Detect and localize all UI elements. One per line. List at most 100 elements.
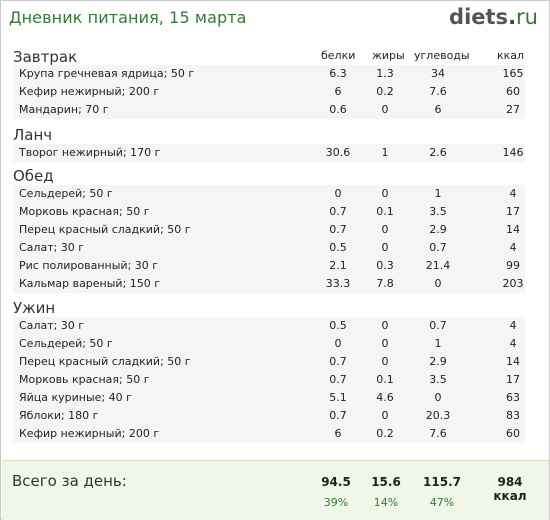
food-row: Крупа гречневая ядрица; 50 г 6.3 1.3 34 165	[13, 65, 525, 83]
food-fat: 0.1	[376, 373, 394, 386]
food-fat: 1.3	[376, 67, 394, 80]
food-protein: 2.1	[329, 259, 347, 272]
food-protein: 0.7	[329, 355, 347, 368]
food-carbs: 21.4	[425, 259, 451, 272]
food-fat: 7.8	[376, 277, 394, 290]
food-kcal: 99	[506, 259, 520, 272]
food-name: Кефир нежирный; 200 г	[19, 427, 160, 440]
food-carbs: 34	[431, 67, 445, 80]
food-carbs: 1	[434, 187, 442, 200]
fat-percent: 14%	[373, 496, 399, 509]
food-protein: 6.3	[329, 67, 347, 80]
food-kcal: 14	[506, 355, 520, 368]
food-row: Творог нежирный; 170 г 30.6 1 2.6 146	[13, 144, 525, 162]
food-name: Яблоки; 180 г	[19, 409, 99, 422]
food-fat: 0	[381, 337, 389, 350]
food-row: Салат; 30 г 0.5 0 0.7 4	[13, 317, 525, 335]
meal-title: Обед	[13, 167, 54, 185]
food-row: Морковь красная; 50 г 0.7 0.1 3.5 17	[13, 203, 525, 221]
food-row: Кальмар вареный; 150 г 33.3 7.8 0 203	[13, 275, 525, 293]
food-kcal: 4	[509, 187, 517, 200]
food-row: Мандарин; 70 г 0.6 0 6 27	[13, 101, 525, 119]
food-kcal: 4	[509, 337, 517, 350]
food-protein: 0.7	[329, 205, 347, 218]
food-row: Кефир нежирный; 200 г 6 0.2 7.6 60	[13, 83, 525, 101]
food-name: Сельдерей; 50 г	[19, 187, 113, 200]
food-fat: 0	[381, 223, 389, 236]
food-kcal: 165	[502, 67, 524, 80]
food-row: Перец красный сладкий; 50 г 0.7 0 2.9 14	[13, 353, 525, 371]
food-kcal: 4	[509, 319, 517, 332]
food-kcal: 14	[506, 223, 520, 236]
food-protein: 33.3	[325, 277, 351, 290]
food-fat: 0	[381, 103, 389, 116]
food-kcal: 60	[506, 85, 520, 98]
page-title: Дневник питания, 15 марта	[9, 8, 247, 27]
protein-total: 94.5	[321, 475, 351, 489]
food-carbs: 7.6	[429, 427, 447, 440]
food-name: Сельдерей; 50 г	[19, 337, 113, 350]
food-name: Салат; 30 г	[19, 241, 85, 254]
food-protein: 0.7	[329, 373, 347, 386]
food-kcal: 4	[509, 241, 517, 254]
food-fat: 0	[381, 241, 389, 254]
food-carbs: 3.5	[429, 373, 447, 386]
food-protein: 0.5	[329, 319, 347, 332]
food-name: Творог нежирный; 170 г	[19, 146, 161, 159]
column-kcal: ккал	[497, 49, 525, 62]
food-fat: 0.2	[376, 427, 394, 440]
food-carbs: 2.6	[429, 146, 447, 159]
food-row: Яйца куриные; 40 г 5.1 4.6 0 63	[13, 389, 525, 407]
logo-tld: ru	[516, 5, 538, 29]
food-carbs: 3.5	[429, 205, 447, 218]
food-carbs: 2.9	[429, 355, 447, 368]
logo-dot: .	[508, 5, 517, 29]
food-fat: 0.2	[376, 85, 394, 98]
header: Дневник питания, 15 марта diets.ru	[1, 1, 549, 37]
food-kcal: 203	[502, 277, 524, 290]
carbs-percent: 47%	[429, 496, 455, 509]
food-row: Перец красный сладкий; 50 г 0.7 0 2.9 14	[13, 221, 525, 239]
food-protein: 0.7	[329, 223, 347, 236]
site-logo[interactable]: diets.ru	[449, 5, 538, 29]
food-name: Перец красный сладкий; 50 г	[19, 355, 191, 368]
food-name: Морковь красная; 50 г	[19, 205, 150, 218]
food-kcal: 60	[506, 427, 520, 440]
food-row: Сельдерей; 50 г 0 0 1 4	[13, 335, 525, 353]
food-carbs: 0	[434, 391, 442, 404]
food-name: Рис полированный; 30 г	[19, 259, 159, 272]
food-fat: 0	[381, 319, 389, 332]
protein-percent: 39%	[323, 496, 349, 509]
food-name: Мандарин; 70 г	[19, 103, 109, 116]
food-carbs: 0	[434, 277, 442, 290]
food-carbs: 6	[434, 103, 442, 116]
food-protein: 30.6	[325, 146, 351, 159]
food-row: Сельдерей; 50 г 0 0 1 4	[13, 185, 525, 203]
food-carbs: 0.7	[429, 241, 447, 254]
food-protein: 0.6	[329, 103, 347, 116]
food-name: Перец красный сладкий; 50 г	[19, 223, 191, 236]
food-protein: 0.5	[329, 241, 347, 254]
food-fat: 0	[381, 187, 389, 200]
kcal-total: 984 ккал	[493, 475, 527, 503]
food-fat: 1	[381, 146, 389, 159]
food-protein: 0	[334, 187, 342, 200]
food-kcal: 63	[506, 391, 520, 404]
food-protein: 0	[334, 337, 342, 350]
food-protein: 0.7	[329, 409, 347, 422]
carbs-total: 115.7	[423, 475, 461, 489]
food-kcal: 17	[506, 205, 520, 218]
meal-title: Ланч	[13, 126, 53, 144]
food-carbs: 7.6	[429, 85, 447, 98]
food-row: Яблоки; 180 г 0.7 0 20.3 83	[13, 407, 525, 425]
meal-title: Завтрак	[13, 48, 78, 66]
column-fat: жиры	[372, 49, 405, 62]
food-fat: 0.3	[376, 259, 394, 272]
meal-title: Ужин	[13, 299, 56, 317]
food-kcal: 27	[506, 103, 520, 116]
food-name: Морковь красная; 50 г	[19, 373, 150, 386]
food-carbs: 20.3	[425, 409, 451, 422]
food-row: Морковь красная; 50 г 0.7 0.1 3.5 17	[13, 371, 525, 389]
food-name: Крупа гречневая ядрица; 50 г	[19, 67, 195, 80]
